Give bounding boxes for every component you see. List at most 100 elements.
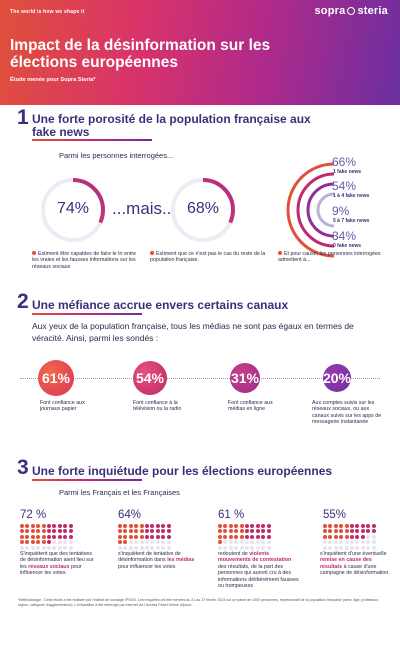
bullet-icon: [278, 251, 282, 255]
grid-dot: [134, 540, 139, 545]
grid-dot: [228, 529, 233, 534]
grid-dot: [250, 545, 255, 550]
concern-4-pct: 55%: [323, 509, 347, 521]
grid-dot: [144, 540, 149, 545]
grid-dot: [166, 524, 171, 528]
grid-dot: [52, 524, 57, 528]
section-3-number: 3: [17, 456, 29, 479]
grid-dot: [261, 545, 266, 550]
grid-dot: [333, 529, 338, 534]
concern-1-text: S'inquiètent que des tentatives de désin…: [20, 551, 94, 570]
grid-dot: [355, 529, 360, 534]
grid-dot: [250, 534, 255, 539]
grid-dot: [371, 540, 376, 545]
section-2-title: Une méfiance accrue envers certains cana…: [32, 298, 289, 312]
grid-dot: [328, 534, 333, 539]
grid-dot: [20, 545, 24, 550]
grid-dot: [266, 524, 271, 528]
concern-2-highlight: les médias: [167, 557, 195, 564]
grid-dot: [244, 534, 249, 539]
caption-mid-text: Estiment que ce n'est pas le cas du rest…: [150, 251, 266, 264]
grid-dot: [366, 534, 371, 539]
grid-dot: [255, 524, 260, 528]
grid-dot: [339, 540, 344, 545]
grid-dot: [228, 524, 233, 528]
grid-dot: [128, 534, 133, 539]
grid-dot: [355, 534, 360, 539]
media-2-caption: Font confiance à la télévision ou la rad…: [133, 400, 182, 413]
grid-dot: [68, 545, 73, 550]
grid-dot: [234, 540, 239, 545]
header-banner: The world is how we shape it sopra steria…: [0, 0, 400, 105]
grid-dot: [123, 540, 128, 545]
grid-dot: [355, 540, 360, 545]
grid-dot: [134, 545, 139, 550]
grid-dot: [36, 540, 41, 545]
page-subtitle: Étude menée pour Sopra Steria*: [10, 77, 96, 83]
section-2-number: 2: [17, 290, 29, 313]
grid-dot: [344, 545, 349, 550]
grid-dot: [239, 524, 244, 528]
grid-dot: [118, 545, 122, 550]
ring-left: 74%: [38, 175, 108, 245]
grid-dot: [118, 534, 122, 539]
brand-mark-icon: [347, 7, 356, 15]
grid-dot: [371, 545, 376, 550]
grid-dot: [63, 534, 68, 539]
grid-dot: [323, 540, 327, 545]
grid-dot: [228, 534, 233, 539]
grid-dot: [344, 524, 349, 528]
grid-dot: [323, 534, 327, 539]
grid-dot: [46, 540, 51, 545]
grid-dot: [41, 534, 46, 539]
grid-dot: [36, 529, 41, 534]
grid-dot: [46, 545, 51, 550]
section-2-underline: [32, 313, 142, 315]
grid-dot: [63, 540, 68, 545]
section-2-intro: Aux yeux de la population française, tou…: [32, 321, 354, 343]
grid-dot: [261, 534, 266, 539]
grid-dot: [57, 529, 62, 534]
grid-dot: [134, 534, 139, 539]
grid-dot: [41, 540, 46, 545]
caption-left: Estiment être capables de faire le tri e…: [32, 251, 140, 270]
grid-dot: [41, 545, 46, 550]
grid-dot: [339, 529, 344, 534]
grid-dot: [371, 529, 376, 534]
grid-dot: [360, 529, 365, 534]
grid-dot: [218, 534, 222, 539]
dot-grid-4: [323, 524, 376, 550]
media-4-circle: 20%: [323, 364, 351, 392]
grid-dot: [123, 524, 128, 528]
grid-dot: [328, 540, 333, 545]
grid-dot: [25, 540, 30, 545]
grid-dot: [36, 534, 41, 539]
brand-word-2: steria: [357, 5, 388, 17]
grid-dot: [63, 524, 68, 528]
grid-dot: [144, 534, 149, 539]
grid-dot: [25, 529, 30, 534]
grid-dot: [123, 529, 128, 534]
grid-dot: [360, 534, 365, 539]
grid-dot: [161, 534, 166, 539]
concern-3-caption: redoutent de violents mouvements de cont…: [218, 551, 300, 589]
grid-dot: [218, 545, 222, 550]
grid-dot: [234, 545, 239, 550]
grid-dot: [218, 529, 222, 534]
grid-dot: [266, 529, 271, 534]
grid-dot: [139, 540, 144, 545]
stat-3-label: 5 à 7 fake news: [333, 218, 370, 224]
grid-dot: [239, 529, 244, 534]
grid-dot: [20, 529, 24, 534]
concern-1-text-end: pour influencer les votes.: [20, 563, 82, 577]
grid-dot: [166, 545, 171, 550]
grid-dot: [68, 540, 73, 545]
grid-dot: [333, 545, 338, 550]
media-1-circle: 61%: [38, 360, 74, 396]
grid-dot: [228, 540, 233, 545]
grid-dot: [344, 534, 349, 539]
grid-dot: [239, 545, 244, 550]
grid-dot: [244, 545, 249, 550]
section-1-number: 1: [17, 106, 29, 129]
grid-dot: [349, 545, 354, 550]
